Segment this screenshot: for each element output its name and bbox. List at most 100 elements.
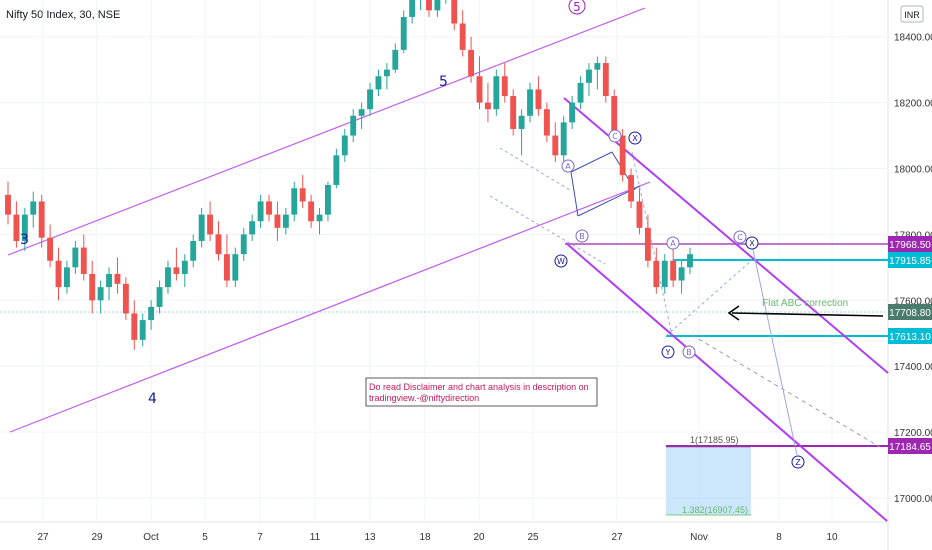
x-tick-label: 7 — [257, 532, 263, 543]
y-axis-ticks: 17000.00 17200.00 17400.00 17600.00 17800.00… — [894, 33, 932, 505]
candle-body — [80, 247, 87, 274]
candle-body — [451, 0, 458, 24]
wave-label-3: 3 — [20, 232, 29, 248]
candle-body — [367, 89, 373, 110]
candle-body — [358, 109, 365, 116]
x-tick-label: 20 — [473, 532, 485, 543]
triangle-line-1 — [570, 151, 613, 173]
rising-channel-upper[interactable] — [7, 7, 646, 256]
candle-body — [468, 49, 475, 77]
price-tag-text: 17708.80 — [889, 308, 931, 319]
candle-body — [333, 155, 340, 185]
candle-body — [190, 240, 197, 261]
fib-label-1382: 1.382(16907.45) — [682, 505, 748, 515]
candle-body — [375, 76, 382, 90]
circle-label-text: B — [579, 232, 585, 241]
candle-body — [535, 89, 542, 110]
falling-channel-upper[interactable] — [563, 97, 889, 374]
candle-body — [409, 0, 416, 17]
x-tick-label: 29 — [91, 532, 103, 543]
candle-body — [240, 234, 247, 255]
candle-body — [198, 214, 205, 241]
circle-label-text: W — [557, 257, 565, 266]
candle-body — [223, 254, 230, 281]
price-tag[interactable] — [888, 236, 932, 252]
flat-abc-arrow-line — [731, 312, 884, 317]
circle-label — [666, 236, 680, 250]
price-tag[interactable] — [888, 252, 932, 268]
candle-body — [510, 96, 517, 129]
candle-body — [47, 237, 54, 261]
candle-body — [400, 16, 407, 50]
x-tick-label: 11 — [310, 532, 321, 543]
candle-body — [611, 96, 618, 136]
candle-body — [181, 260, 188, 274]
candle-body — [148, 306, 155, 321]
circle-label — [608, 129, 622, 143]
disclaimer-line-1: Do read Disclaimer and chart analysis in… — [369, 382, 589, 392]
candle-body — [173, 267, 180, 274]
x-tick-label: 27 — [37, 532, 49, 543]
price-tag[interactable] — [888, 328, 932, 344]
circle-label — [628, 131, 642, 145]
candle-body — [291, 188, 298, 215]
circle-label-text: Z — [795, 458, 801, 467]
y-tick-label: 18000.00 — [894, 165, 932, 176]
falling-channel-lower[interactable] — [565, 242, 888, 522]
candle-body — [501, 76, 508, 97]
candle-body — [114, 273, 121, 284]
candle-body — [63, 267, 70, 288]
grid — [0, 0, 888, 522]
minor-channel-line-2 — [499, 147, 571, 191]
candle-body — [594, 63, 601, 70]
candle-body — [316, 214, 323, 222]
candle-body — [55, 260, 62, 288]
projection-line-2 — [631, 151, 673, 336]
y-tick-label: 17800.00 — [894, 230, 932, 241]
candle-body — [299, 188, 306, 202]
circle-label — [745, 236, 759, 250]
candle-body — [131, 313, 138, 340]
fib-label-1: 1(17185.95) — [690, 435, 739, 445]
rising-channel-lower[interactable] — [9, 181, 651, 433]
candle-body — [543, 109, 550, 136]
candle-body — [72, 247, 79, 268]
candle-body — [518, 115, 525, 129]
y-tick-label: 18400.00 — [894, 33, 932, 44]
x-tick-label: 25 — [527, 532, 539, 543]
circle-label — [575, 229, 589, 243]
price-tag[interactable] — [888, 438, 932, 454]
price-axis[interactable] — [888, 0, 932, 550]
candle-body — [21, 214, 28, 241]
candle-body — [232, 254, 239, 281]
circle-label-text: X — [749, 239, 755, 248]
disclaimer-box[interactable] — [365, 377, 598, 407]
candle-body — [106, 273, 112, 288]
wave-circle-5 — [568, 0, 586, 15]
circle-label — [554, 254, 568, 268]
x-tick-label: 27 — [611, 532, 623, 543]
candle-body — [38, 201, 45, 238]
candle-body — [459, 23, 466, 50]
candle-body — [560, 122, 567, 156]
x-tick-label: 8 — [776, 532, 782, 543]
currency-badge[interactable] — [900, 5, 924, 23]
candle-body — [215, 234, 222, 255]
projection-line-1 — [665, 259, 753, 337]
price-tag[interactable] — [888, 304, 932, 320]
candle-body — [527, 89, 533, 116]
candle-body — [89, 273, 96, 301]
candle-body — [257, 201, 264, 222]
y-tick-label: 18200.00 — [894, 99, 932, 110]
candle-body — [628, 175, 635, 202]
circle-label-text: B — [686, 348, 692, 357]
fib-zone — [666, 447, 751, 515]
circle-label — [791, 455, 805, 469]
circle-label-text: C — [612, 132, 618, 141]
candle-body — [619, 135, 626, 176]
flat-abc-label: Flat ABC correction — [762, 298, 848, 309]
x-tick-label: 18 — [419, 532, 431, 543]
x-tick-label: 5 — [202, 532, 208, 543]
